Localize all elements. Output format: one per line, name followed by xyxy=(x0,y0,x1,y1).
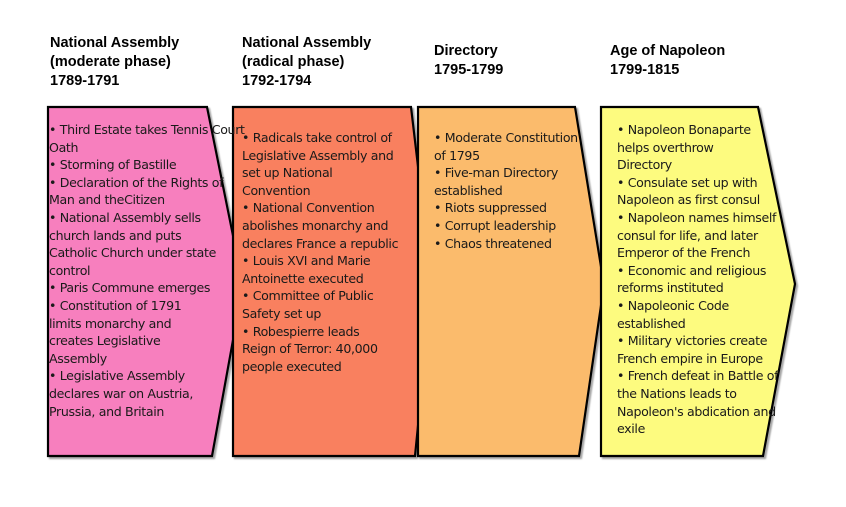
list-item: • Napoleonic Code established xyxy=(617,297,729,331)
list-item: • Napoleon names himself consul for life… xyxy=(617,209,777,261)
list-radical-phase: • Radicals take control of Legislative A… xyxy=(242,129,432,375)
list-item: • National Convention abolishes monarchy… xyxy=(242,200,399,251)
list-item: • French defeat in Battle of the Nations… xyxy=(617,368,779,437)
list-age-of-napoleon: • Napoleon Bonaparte helps overthrow Dir… xyxy=(617,121,797,438)
chevron-age-of-napoleon xyxy=(599,105,797,458)
list-item: • Napoleon Bonaparte helps overthrow Dir… xyxy=(617,122,751,173)
list-item: • Declaration of the Rights of Man and t… xyxy=(49,174,224,208)
list-directory: • Moderate Constitution of 1795 • Five-m… xyxy=(434,129,594,252)
list-item: • Third Estate takes Tennis Court Oath xyxy=(49,122,245,155)
list-moderate-phase: • Third Estate takes Tennis Court Oath •… xyxy=(49,121,245,420)
list-item: • Paris Commune emerges xyxy=(49,280,211,296)
list-item: • Corrupt leadership xyxy=(434,217,556,233)
list-item: • Radicals take control of Legislative A… xyxy=(242,130,394,198)
header-moderate-phase: National Assembly (moderate phase) 1789-… xyxy=(50,35,180,89)
list-item: • Economic and religious reforms institu… xyxy=(617,262,767,296)
list-item: • Committee of Public Safety set up xyxy=(242,288,374,321)
chevron-moderate-phase xyxy=(46,105,245,458)
list-item: • National Assembly sells church lands a… xyxy=(49,209,216,278)
header-radical-phase: National Assembly (radical phase) 1792-1… xyxy=(242,35,372,89)
list-item: • Moderate Constitution of 1795 xyxy=(434,130,578,163)
chevron-directory xyxy=(416,105,606,458)
header-directory: Directory 1795-1799 xyxy=(434,43,504,78)
list-item: • Storming of Bastille xyxy=(49,157,177,173)
list-item: • Constitution of 1791 limits monarchy a… xyxy=(49,297,182,366)
list-item: • Riots suppressed xyxy=(434,200,547,216)
list-item: • Consulate set up with Napoleon as firs… xyxy=(617,174,760,208)
list-item: • Five-man Directory established xyxy=(434,165,559,198)
header-age-of-napoleon: Age of Napoleon 1799-1815 xyxy=(610,43,726,78)
list-item: • Robespierre leads Reign of Terror: 40,… xyxy=(242,323,378,374)
list-item: • Chaos threatened xyxy=(434,235,552,251)
list-item: • Legislative Assembly declares war on A… xyxy=(49,368,194,419)
list-item: • Louis XVI and Marie Antoinette execute… xyxy=(242,253,371,286)
list-item: • Military victories create French empir… xyxy=(617,333,768,366)
